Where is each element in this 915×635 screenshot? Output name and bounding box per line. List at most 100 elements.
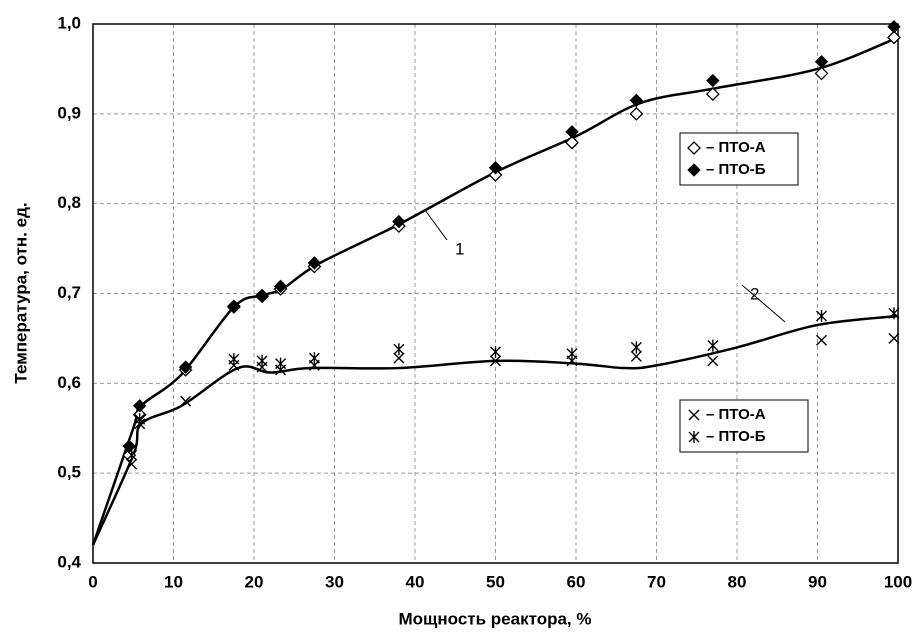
- legend-label: – ПТО-Б: [706, 428, 766, 445]
- marker: [134, 413, 146, 426]
- y-tick-label: 0,8: [57, 193, 81, 212]
- marker-part: [688, 409, 700, 421]
- marker: [275, 357, 287, 370]
- legend-box: [679, 399, 809, 453]
- marker-part: [490, 345, 501, 358]
- marker: [816, 334, 828, 346]
- marker-part: [687, 141, 701, 155]
- marker: [687, 141, 701, 155]
- marker-part: [630, 350, 642, 362]
- marker-part: [307, 256, 322, 270]
- marker-part: [688, 431, 700, 443]
- marker-part: [629, 93, 644, 108]
- marker-part: [126, 458, 138, 470]
- x-tick-label: 0: [88, 572, 97, 591]
- label-leader: [424, 209, 448, 241]
- x-tick-label: 50: [486, 572, 505, 591]
- marker: [705, 87, 720, 101]
- curve-label: 2: [750, 284, 759, 303]
- marker-part: [707, 339, 719, 352]
- marker: [814, 66, 829, 81]
- marker: [180, 395, 192, 407]
- x-tick-label: 60: [567, 572, 586, 591]
- marker: [255, 288, 269, 303]
- marker-part: [275, 357, 287, 370]
- marker-part: [227, 299, 241, 313]
- marker: [887, 19, 901, 34]
- marker: [630, 350, 642, 362]
- marker: [629, 93, 644, 108]
- marker-part: [392, 214, 406, 229]
- marker: [488, 168, 503, 182]
- marker: [126, 458, 138, 470]
- y-tick-label: 1,0: [57, 13, 81, 32]
- marker: [227, 299, 241, 313]
- legend: – ПТО-А – ПТО-Б: [679, 399, 809, 453]
- marker-part: [887, 19, 901, 34]
- fit-curve: [91, 36, 899, 546]
- marker-part: [178, 360, 193, 374]
- marker: [393, 343, 405, 356]
- marker: [888, 307, 900, 320]
- y-tick-label: 0,9: [57, 103, 81, 122]
- marker: [488, 161, 503, 175]
- legend: – ПТО-А – ПТО-Б: [679, 132, 799, 186]
- marker: [887, 30, 901, 45]
- marker-part: [888, 332, 900, 344]
- marker-part: [256, 354, 268, 367]
- y-tick-label: 0,5: [57, 463, 81, 482]
- marker-part: [706, 73, 720, 88]
- label-leader: [741, 284, 786, 323]
- marker-part: [565, 125, 579, 139]
- marker-part: [705, 87, 720, 101]
- legend-label: – ПТО-А: [706, 406, 766, 423]
- x-tick-label: 40: [406, 572, 425, 591]
- legend-label: – ПТО-А: [706, 139, 766, 156]
- y-tick-label: 0,4: [57, 552, 81, 571]
- marker: [816, 309, 828, 322]
- marker-part: [887, 30, 901, 45]
- marker: [178, 360, 193, 374]
- marker-part: [393, 352, 405, 364]
- marker-part: [488, 168, 503, 182]
- marker: [393, 352, 405, 364]
- marker: [256, 354, 268, 367]
- marker-part: [630, 341, 642, 354]
- marker-part: [132, 399, 147, 413]
- marker-part: [816, 309, 828, 322]
- marker-part: [629, 106, 644, 121]
- curve-label: 1: [455, 239, 464, 258]
- legend-label: – ПТО-Б: [706, 161, 766, 178]
- marker: [307, 256, 322, 270]
- marker: [565, 125, 579, 139]
- marker: [687, 163, 701, 177]
- marker: [814, 55, 829, 69]
- plot-frame: [92, 23, 899, 564]
- marker: [630, 341, 642, 354]
- marker-part: [816, 334, 828, 346]
- x-tick-label: 70: [647, 572, 666, 591]
- marker: [688, 409, 700, 421]
- marker: [126, 449, 138, 462]
- marker: [707, 339, 719, 352]
- marker: [566, 347, 578, 360]
- y-axis-title: Температура, отн. ед.: [11, 202, 30, 383]
- x-tick-label: 80: [728, 572, 747, 591]
- marker: [228, 353, 240, 366]
- legend-box: [679, 132, 799, 186]
- x-tick-label: 30: [325, 572, 344, 591]
- x-tick-label: 100: [884, 572, 912, 591]
- marker: [490, 355, 501, 367]
- marker-part: [814, 55, 829, 69]
- fit-curve: [91, 314, 899, 546]
- x-tick-label: 90: [808, 572, 827, 591]
- marker-part: [888, 307, 900, 320]
- marker: [629, 106, 644, 121]
- marker: [565, 135, 579, 150]
- marker: [707, 355, 719, 367]
- marker: [706, 73, 720, 88]
- marker: [132, 399, 147, 413]
- marker-part: [488, 161, 503, 175]
- x-axis-title: Мощность реактора, %: [399, 609, 592, 628]
